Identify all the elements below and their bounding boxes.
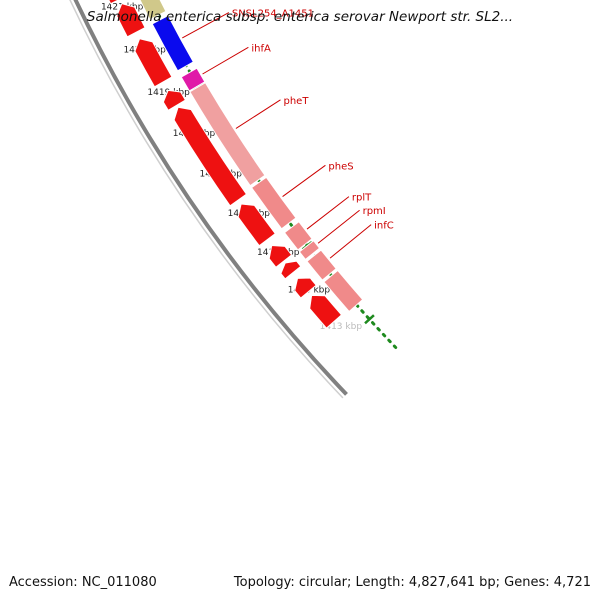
genome-backbone [69, 0, 348, 399]
strand-feature-arrow [134, 38, 173, 88]
genome-summary-text: Topology: circular; Length: 4,827,641 bp… [233, 575, 591, 590]
gene-feature [283, 221, 313, 251]
gene-feature [306, 249, 337, 281]
strand-feature-arrow [237, 203, 276, 247]
strand-feature-arrow [280, 260, 302, 280]
strand-feature-arrow [116, 3, 146, 38]
strand-feature-arrow [294, 277, 317, 299]
strand-feature-arrow [108, 0, 120, 5]
backbone-inner-arc [69, 0, 344, 399]
accession-text: Accession: NC_011080 [9, 575, 157, 590]
gene-feature [189, 81, 266, 187]
gene-label-leader [202, 46, 249, 75]
gene-label-leader [282, 164, 326, 197]
gene-label: pheS [328, 161, 353, 172]
gene-track [139, 0, 364, 313]
gene-feature [139, 0, 167, 21]
gene-feature [250, 176, 297, 230]
gene-label: pheT [283, 96, 309, 107]
gene-feature [323, 269, 364, 313]
gene-label: rplT [352, 193, 372, 204]
gene-label: ihfA [251, 43, 271, 54]
gene-label-leader [306, 196, 350, 230]
gene-label-leader [317, 209, 360, 244]
strand-feature-arrow [309, 294, 343, 329]
gene-label-leader [182, 12, 230, 39]
ruler-tick-label: 1413 kbp [320, 322, 363, 332]
gene-feature [151, 14, 194, 72]
gene-feature [298, 239, 321, 261]
strand-feature-track [108, 0, 343, 329]
ruler-tick [364, 314, 375, 325]
gene-label-leader [235, 99, 281, 129]
gene-feature [180, 67, 206, 92]
backbone-arc [73, 0, 348, 396]
genome-title: Salmonella enterica subsp. enterica sero… [86, 9, 514, 25]
gene-label-leader [329, 224, 372, 259]
gene-labels: infCrpmIrplTpheSpheTihfASNSL254_A1451btu… [182, 9, 394, 259]
strand-feature-arrow [268, 244, 293, 268]
strand-feature-arrow [173, 106, 248, 207]
gene-label: infC [374, 221, 394, 232]
gene-label: rpmI [363, 206, 386, 217]
gene-label: SNSL254_A1451 [232, 9, 314, 20]
strand-feature-arrow [162, 89, 187, 111]
